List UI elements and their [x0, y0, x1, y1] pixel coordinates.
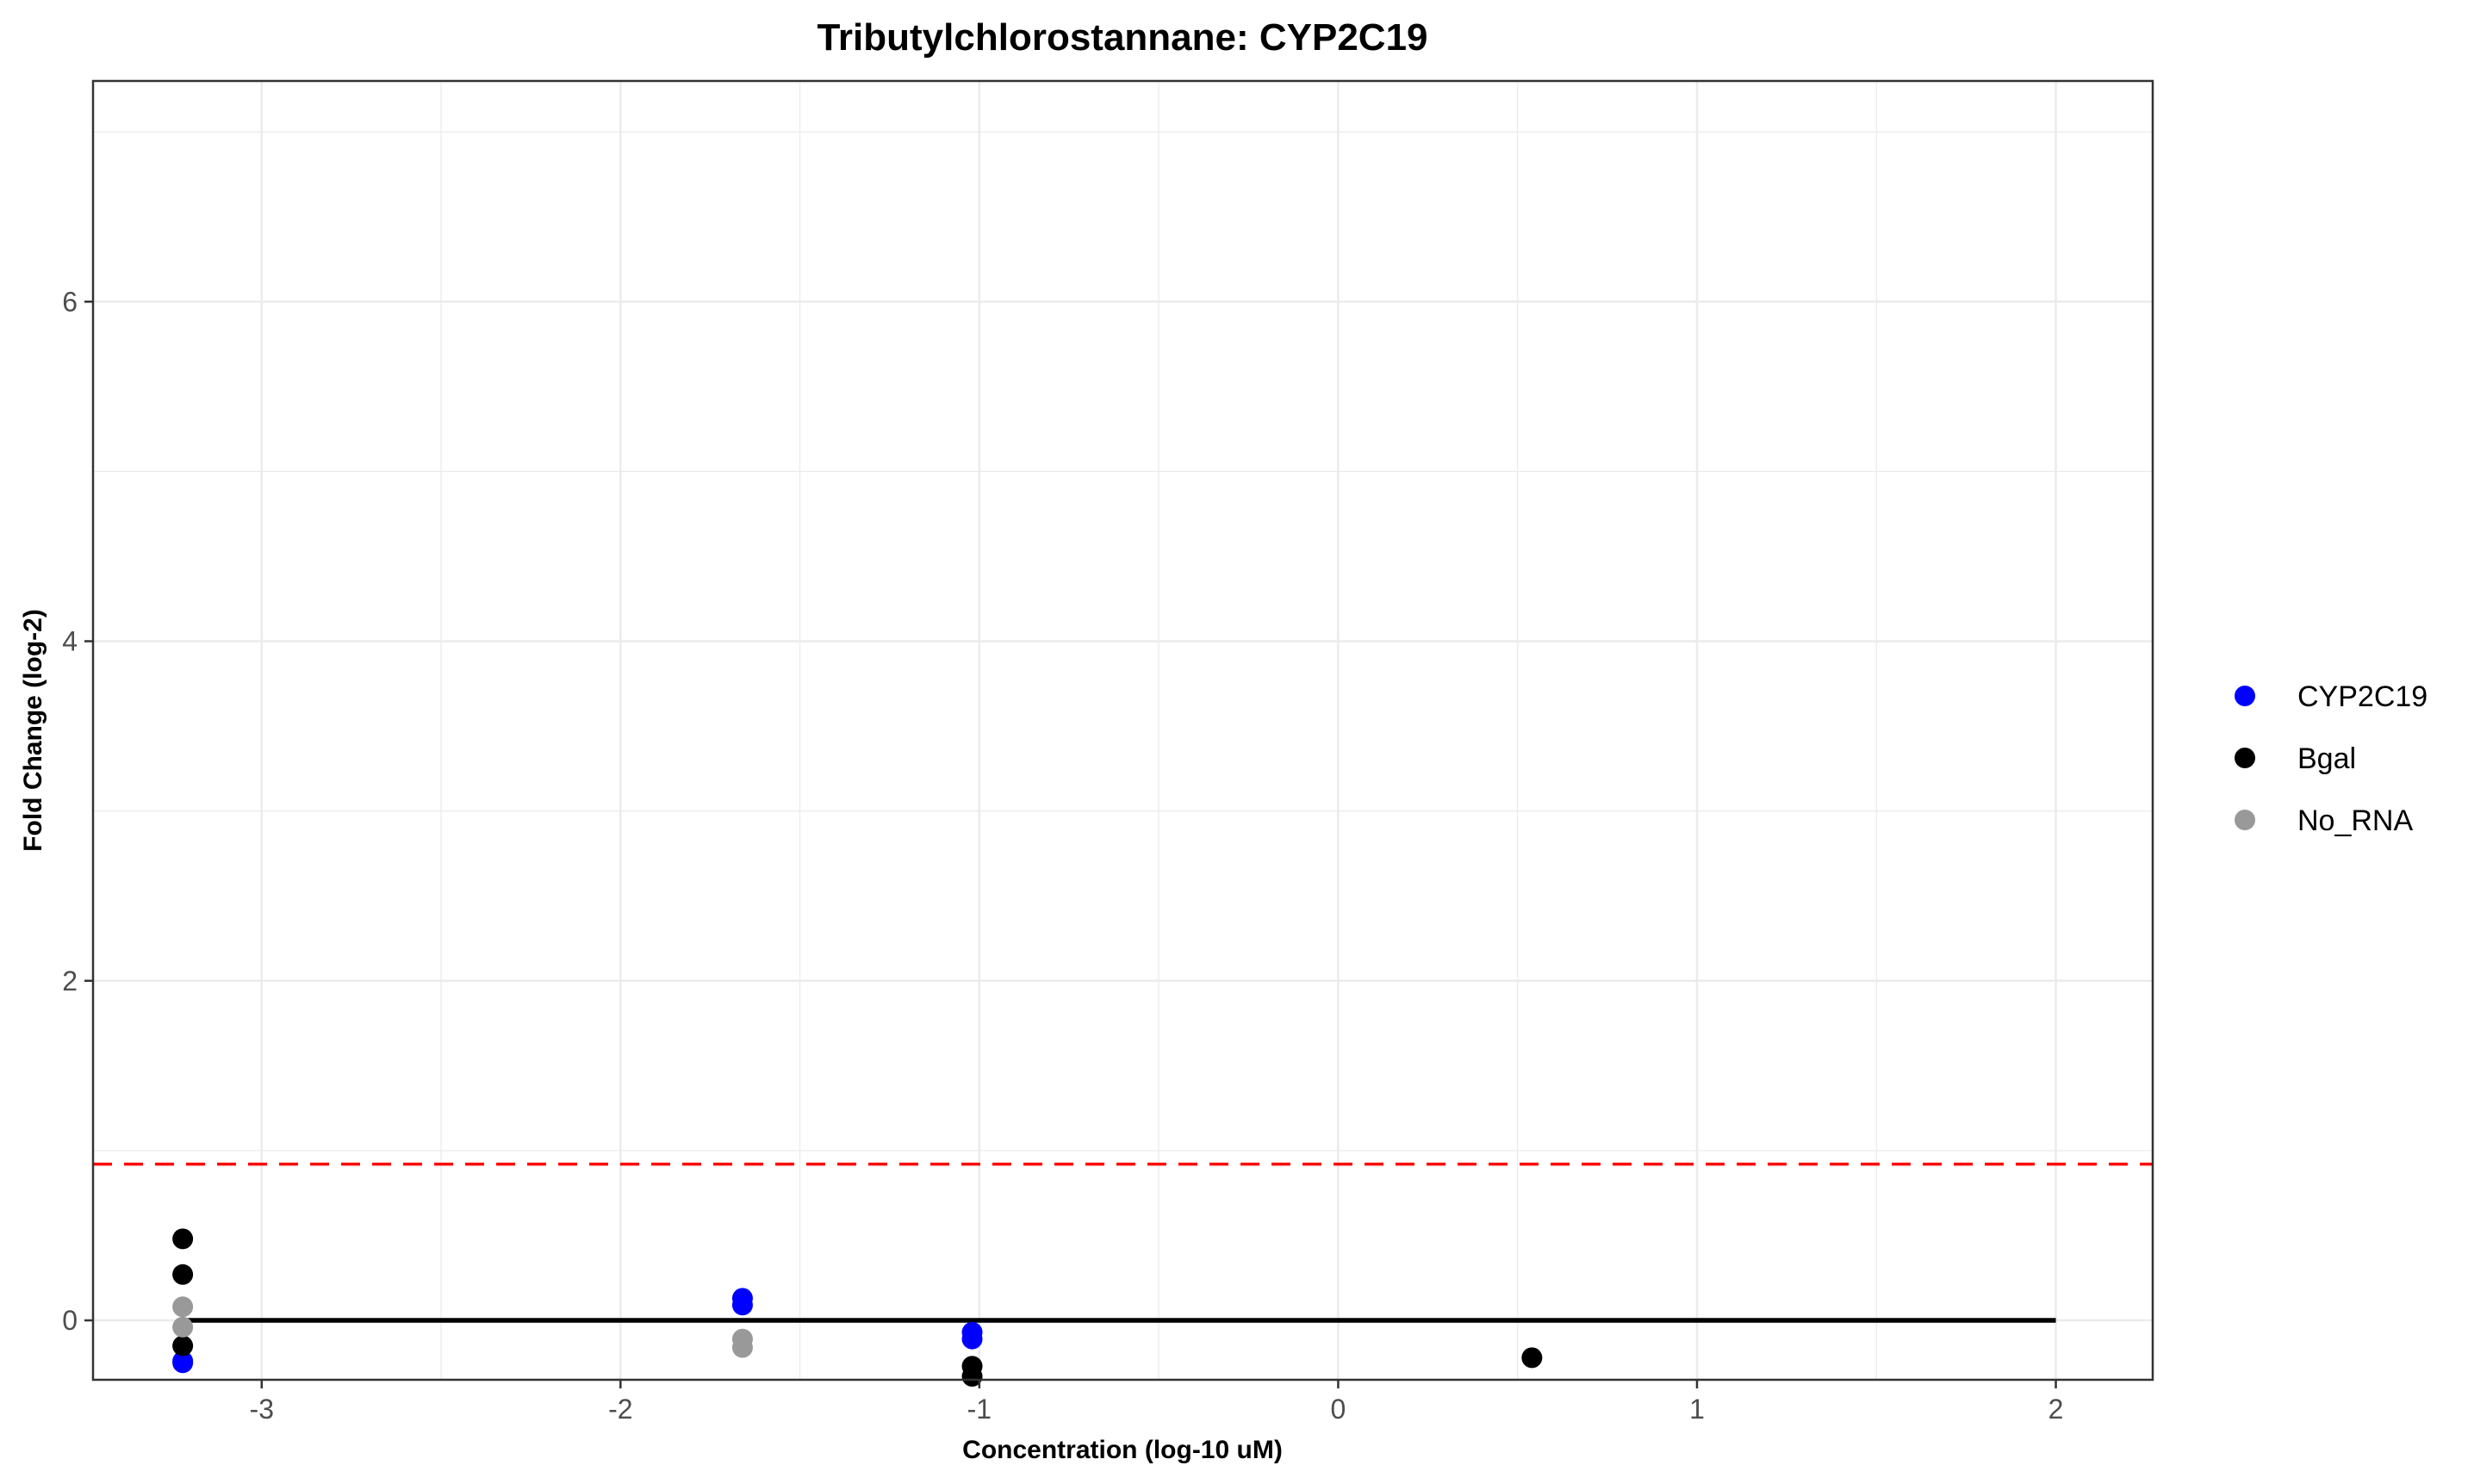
y-tick-label: 4 — [62, 626, 78, 657]
x-tick-label: -2 — [608, 1394, 632, 1425]
x-tick-label: 0 — [1331, 1394, 1346, 1425]
plot-panel-border — [91, 79, 2154, 1382]
y-tick-label: 0 — [62, 1305, 78, 1336]
chart-title: Tributylchlorostannane: CYP2C19 — [817, 16, 1427, 59]
x-axis-title: Concentration (log-10 uM) — [962, 1436, 1283, 1464]
y-tick-label: 6 — [62, 286, 78, 317]
y-axis-title: Fold Change (log-2) — [19, 609, 47, 852]
x-tick-label: 1 — [1689, 1394, 1705, 1425]
legend-key-cyp2c19 — [2235, 686, 2255, 706]
data-point-bgal — [172, 1228, 194, 1250]
data-point-bgal — [172, 1264, 194, 1285]
data-points — [172, 1228, 1543, 1388]
x-tick-label: -1 — [967, 1394, 992, 1425]
legend: CYP2C19 Bgal No_RNA — [2235, 680, 2428, 837]
data-point-bgal — [961, 1366, 983, 1388]
data-point-no-rna — [731, 1337, 753, 1358]
x-tick-label: -3 — [250, 1394, 274, 1425]
legend-label: CYP2C19 — [2297, 680, 2428, 713]
legend-label: Bgal — [2297, 742, 2356, 775]
data-point-cyp2c19 — [731, 1295, 753, 1316]
legend-key-bgal — [2235, 748, 2255, 768]
data-point-bgal — [172, 1335, 194, 1357]
reference-lines — [93, 1162, 2153, 1323]
x-tick-label: 2 — [2048, 1394, 2064, 1425]
data-point-cyp2c19 — [961, 1328, 983, 1350]
y-tick-label: 2 — [62, 966, 78, 997]
legend-label: No_RNA — [2297, 804, 2413, 837]
data-point-no-rna — [172, 1296, 194, 1318]
data-point-bgal — [1521, 1347, 1543, 1369]
legend-key-no-rna — [2235, 810, 2255, 830]
data-point-cyp2c19 — [172, 1351, 194, 1372]
data-point-no-rna — [172, 1316, 194, 1338]
axis-ticks: -3 -2 -1 0 1 2 0 2 4 6 — [62, 286, 2063, 1425]
